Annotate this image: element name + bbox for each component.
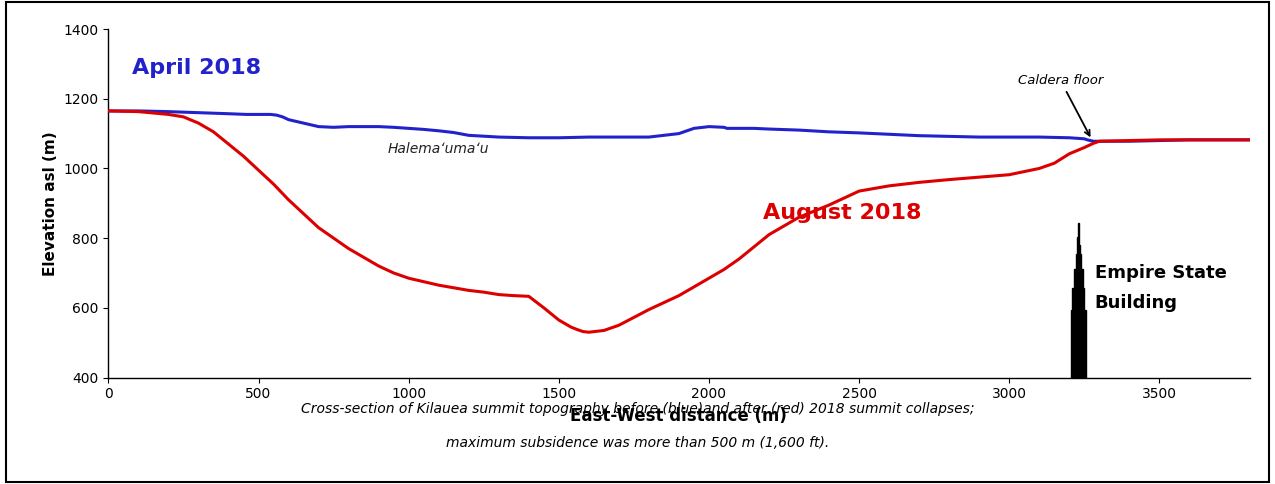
Text: April 2018: April 2018	[133, 59, 261, 78]
Text: maximum subsidence was more than 500 m (1,600 ft).: maximum subsidence was more than 500 m (…	[446, 436, 829, 450]
Text: Halemaʻumaʻu: Halemaʻumaʻu	[388, 142, 490, 156]
Y-axis label: Elevation asl (m): Elevation asl (m)	[43, 131, 57, 275]
Text: Caldera floor: Caldera floor	[1017, 74, 1103, 136]
Text: Empire State: Empire State	[1095, 264, 1227, 282]
Polygon shape	[1071, 223, 1086, 378]
X-axis label: East-West distance (m): East-West distance (m)	[570, 407, 788, 425]
Text: August 2018: August 2018	[762, 203, 922, 223]
Text: Building: Building	[1095, 294, 1178, 312]
Text: Cross-section of Kilauea summit topography before (blue)and after (red) 2018 sum: Cross-section of Kilauea summit topograp…	[301, 402, 974, 416]
